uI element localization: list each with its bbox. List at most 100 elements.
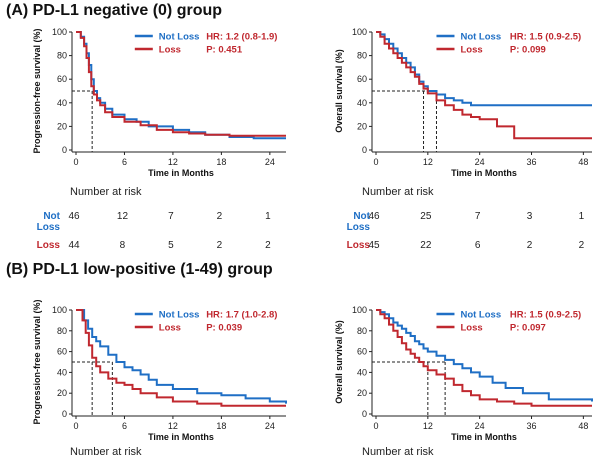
risk-count: 1: [265, 211, 271, 222]
risk-count: 45: [368, 240, 380, 251]
x-tick-label: 12: [423, 157, 433, 167]
risk-count: 22: [420, 240, 432, 251]
y-tick-label: 0: [362, 409, 367, 419]
risk-count: 46: [368, 211, 380, 222]
not-loss-curve: [376, 31, 592, 107]
legend-label-not-loss: Not Loss: [460, 310, 501, 321]
y-tick-label: 80: [57, 51, 67, 61]
y-tick-label: 20: [357, 388, 367, 398]
legend-label-not-loss: Not Loss: [460, 32, 501, 43]
y-tick-label: 60: [57, 74, 67, 84]
y-tick-label: 40: [57, 367, 67, 377]
risk-count: 2: [216, 211, 223, 222]
hazard-ratio: HR: 1.7 (1.0-2.8): [206, 310, 277, 321]
y-tick-label: 100: [352, 27, 367, 37]
risk-count: 44: [68, 240, 80, 251]
y-tick-label: 40: [57, 98, 67, 108]
legend-label-not-loss: Not Loss: [159, 310, 200, 321]
y-tick-label: 80: [357, 326, 367, 336]
x-tick-label: 12: [168, 421, 178, 431]
y-tick-label: 100: [52, 305, 67, 315]
x-tick-label: 6: [122, 421, 127, 431]
hazard-ratio: HR: 1.5 (0.9-2.5): [510, 310, 581, 321]
x-tick-label: 0: [73, 421, 78, 431]
x-tick-label: 24: [475, 421, 485, 431]
y-tick-label: 80: [57, 326, 67, 336]
y-tick-label: 20: [57, 388, 67, 398]
p-value: P: 0.039: [206, 323, 242, 334]
loss-curve: [376, 31, 592, 140]
legend-label-not-loss: Not Loss: [159, 32, 200, 43]
number-at-risk-label-b-pfs: Number at risk: [70, 446, 142, 458]
y-axis-label: Progression-free survival (%): [32, 299, 42, 424]
risk-row-label: Not Loss: [346, 211, 370, 233]
y-tick-label: 60: [357, 347, 367, 357]
p-value: P: 0.451: [206, 45, 243, 56]
number-at-risk-label-a-pfs: Number at risk: [70, 186, 142, 198]
number-at-risk-label-a-os: Number at risk: [362, 186, 434, 198]
number-at-risk-label-b-os: Number at risk: [362, 446, 434, 458]
y-tick-label: 20: [357, 121, 367, 131]
y-tick-label: 80: [357, 51, 367, 61]
x-tick-label: 0: [373, 421, 378, 431]
risk-count: 8: [119, 240, 126, 251]
legend-label-loss: Loss: [460, 45, 482, 56]
y-axis-label: Progression-free survival (%): [32, 28, 42, 153]
x-tick-label: 12: [168, 157, 178, 167]
risk-count: 3: [526, 211, 533, 222]
x-tick-label: 36: [527, 421, 537, 431]
x-tick-label: 0: [373, 157, 378, 167]
y-tick-label: 0: [62, 145, 67, 155]
x-tick-label: 12: [423, 421, 433, 431]
y-axis-label: Overall survival (%): [334, 49, 344, 133]
chart-a-pfs: 0 20 40 60 80 100 0 6 12 18 24 Time in Months Progre…: [32, 27, 286, 178]
y-tick-label: 60: [57, 347, 67, 357]
x-tick-label: 48: [578, 421, 588, 431]
x-tick-label: 6: [122, 157, 127, 167]
risk-count: 2: [578, 240, 585, 251]
chart-b-pfs: 0 20 40 60 80 100 0 6 12 18 24 Time in Months Progre…: [32, 299, 287, 442]
x-axis-label: Time in Months: [148, 168, 214, 178]
x-tick-label: 0: [73, 157, 78, 167]
x-axis-label: Time in Months: [451, 432, 517, 442]
loss-curve: [76, 309, 286, 407]
y-axis-label: Overall survival (%): [334, 320, 344, 404]
risk-row-label: Loss: [36, 240, 60, 251]
p-value: P: 0.097: [510, 323, 546, 334]
y-tick-label: 20: [57, 121, 67, 131]
x-tick-label: 48: [578, 157, 588, 167]
y-tick-label: 60: [357, 74, 367, 84]
risk-count: 1: [578, 211, 585, 222]
y-tick-label: 100: [352, 305, 367, 315]
risk-count: 7: [474, 211, 481, 222]
p-value: P: 0.099: [510, 45, 546, 56]
section-a-title: (A) PD-L1 negative (0) group: [6, 2, 223, 19]
loss-curve: [76, 31, 286, 137]
chart-a-os: 0 20 40 60 80 100 0 12 24 36 48 Time in Months Overa…: [334, 27, 592, 178]
x-tick-label: 24: [265, 157, 275, 167]
risk-count: 25: [420, 211, 432, 222]
y-tick-label: 40: [357, 98, 367, 108]
hazard-ratio: HR: 1.2 (0.8-1.9): [206, 32, 277, 43]
legend-label-loss: Loss: [460, 323, 482, 334]
legend-label-loss: Loss: [159, 45, 181, 56]
x-tick-label: 18: [216, 421, 226, 431]
risk-row-label: Not Loss: [36, 211, 60, 233]
y-tick-label: 0: [62, 409, 67, 419]
x-axis-label: Time in Months: [451, 168, 517, 178]
not-loss-curve: [76, 31, 286, 140]
not-loss-curve: [376, 309, 593, 402]
x-tick-label: 24: [475, 157, 485, 167]
risk-count: 12: [116, 211, 129, 222]
risk-count: 2: [526, 240, 533, 251]
risk-count: 7: [168, 211, 174, 222]
loss-curve: [376, 309, 592, 407]
chart-b-os: 0 20 40 60 80 100 0 12 24 36 48 Time in Months Overa…: [334, 305, 593, 442]
risk-count: 5: [168, 240, 174, 251]
y-tick-label: 0: [362, 145, 367, 155]
legend-label-loss: Loss: [159, 323, 181, 334]
x-tick-label: 18: [216, 157, 226, 167]
section-b-title: (B) PD-L1 low-positive (1-49) group: [6, 261, 273, 278]
hazard-ratio: HR: 1.5 (0.9-2.5): [510, 32, 581, 43]
not-loss-curve: [76, 309, 287, 404]
